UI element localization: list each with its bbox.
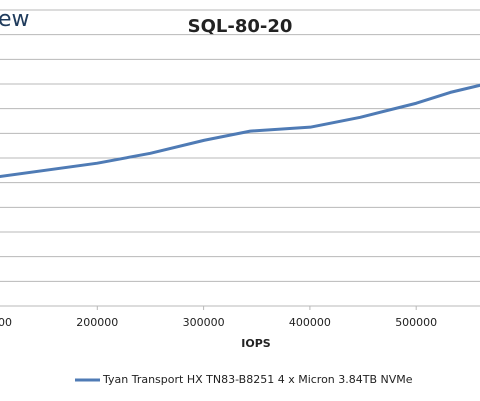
- brand-logo: ew: [0, 7, 30, 32]
- legend-label: Tyan Transport HX TN83-B8251 4 x Micron …: [102, 373, 413, 386]
- chart-title: SQL-80-20: [188, 16, 293, 37]
- x-axis-label: IOPS: [241, 337, 271, 350]
- x-tick-label: 400000: [289, 316, 331, 329]
- x-tick-label: 200000: [76, 316, 118, 329]
- x-tick-label: 500000: [395, 316, 437, 329]
- x-tick-label: 300000: [183, 316, 225, 329]
- x-tick-label: 100000: [0, 316, 12, 329]
- data-line: [0, 83, 480, 179]
